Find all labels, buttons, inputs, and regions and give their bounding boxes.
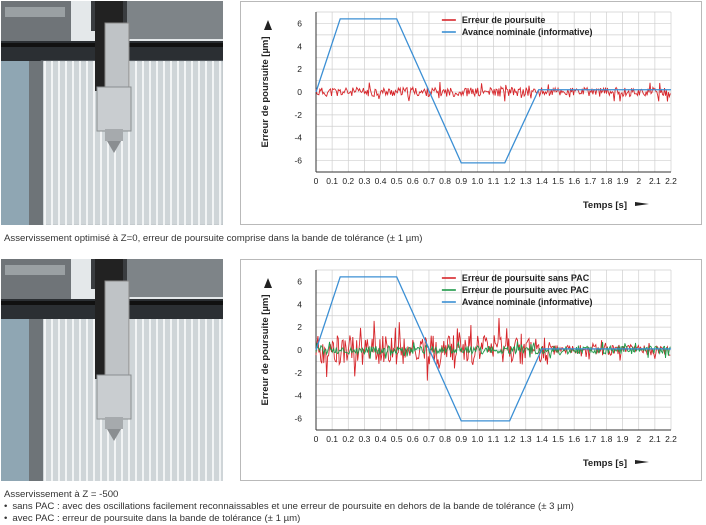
x-tick-label: 0 bbox=[314, 176, 319, 186]
series-line bbox=[315, 82, 671, 102]
x-tick-label: 0.3 bbox=[358, 434, 370, 444]
x-tick-label: 0.9 bbox=[455, 176, 467, 186]
x-tick-label: 1.6 bbox=[568, 176, 580, 186]
caption-top: Asservissement optimisé à Z=0, erreur de… bbox=[4, 233, 423, 244]
x-tick-label: 0.9 bbox=[455, 434, 467, 444]
x-tick-label: 1.5 bbox=[552, 434, 564, 444]
x-tick-label: 1.2 bbox=[504, 434, 516, 444]
legend-label: Erreur de poursuite sans PAC bbox=[462, 273, 590, 283]
caption-bottom: Asservissement à Z = -500 bbox=[4, 489, 119, 500]
y-tick-label: 4 bbox=[297, 41, 302, 51]
x-tick-label: 1.4 bbox=[536, 176, 548, 186]
series-line bbox=[315, 318, 671, 381]
chart-panel-bottom: 0 0.1 0.2 0.3 0.4 0.5 0.6 0.7 0.8 0.9 1.0 1.1 1.2 1.3… bbox=[240, 259, 702, 481]
y-tick-label: -2 bbox=[294, 110, 302, 120]
machine-illustration-bottom bbox=[1, 259, 223, 481]
x-tick-label: 1.3 bbox=[520, 434, 532, 444]
legend-label: Avance nominale (informative) bbox=[462, 27, 593, 37]
y-tick-label: 0 bbox=[297, 345, 302, 355]
series-line bbox=[315, 276, 671, 422]
y-axis-arrow-icon bbox=[264, 278, 272, 288]
x-tick-label: 1.7 bbox=[584, 176, 596, 186]
y-tick-label: 4 bbox=[297, 299, 302, 309]
x-tick-label: 2 bbox=[636, 176, 641, 186]
x-axis-arrow-icon bbox=[635, 202, 649, 206]
y-tick-label: -6 bbox=[294, 156, 302, 166]
machine-photo-top bbox=[1, 1, 223, 225]
machine-photo-bottom bbox=[1, 259, 223, 481]
x-tick-label: 0 bbox=[314, 434, 319, 444]
y-tick-label: -4 bbox=[294, 391, 302, 401]
x-tick-label: 2 bbox=[636, 434, 641, 444]
x-tick-label: 0.8 bbox=[439, 176, 451, 186]
caption-bullets: sans PAC : avec des oscillations facilem… bbox=[4, 501, 574, 524]
x-axis-label: Temps [s] bbox=[583, 200, 627, 211]
chart-top: 0 0.1 0.2 0.3 0.4 0.5 0.6 0.7 0.8 0.9 1.0 1.1 1.2 1.3… bbox=[260, 11, 677, 211]
x-tick-label: 1.2 bbox=[504, 176, 516, 186]
bullet-without-pac: sans PAC : avec des oscillations facilem… bbox=[4, 501, 574, 513]
x-tick-label: 0.6 bbox=[407, 176, 419, 186]
y-tick-label: 6 bbox=[297, 18, 302, 28]
x-tick-label: 1.0 bbox=[471, 176, 483, 186]
y-tick-label: -2 bbox=[294, 368, 302, 378]
x-tick-label: 2.1 bbox=[649, 434, 661, 444]
x-tick-label: 1.9 bbox=[617, 434, 629, 444]
x-tick-label: 0.1 bbox=[326, 434, 338, 444]
y-tick-label: 2 bbox=[297, 322, 302, 332]
bullet-with-pac: avec PAC : erreur de poursuite dans la b… bbox=[4, 513, 574, 525]
legend-label: Avance nominale (informative) bbox=[462, 297, 593, 307]
x-tick-label: 1.8 bbox=[601, 176, 613, 186]
y-axis-label: Erreur de poursuite [µm] bbox=[260, 36, 271, 147]
series-line bbox=[315, 340, 671, 359]
series-line bbox=[315, 18, 671, 164]
chart-panel-top: 0 0.1 0.2 0.3 0.4 0.5 0.6 0.7 0.8 0.9 1.0 1.1 1.2 1.3… bbox=[240, 1, 702, 225]
x-tick-label: 1.0 bbox=[471, 434, 483, 444]
x-axis-label: Temps [s] bbox=[583, 458, 627, 469]
x-tick-label: 2.2 bbox=[665, 434, 677, 444]
grid bbox=[315, 11, 672, 173]
x-tick-label: 0.1 bbox=[326, 176, 338, 186]
y-axis-arrow-icon bbox=[264, 20, 272, 30]
legend: Erreur de poursuite Avance nominale (info… bbox=[441, 15, 593, 37]
machine-illustration bbox=[1, 1, 223, 225]
x-tick-label: 1.4 bbox=[536, 434, 548, 444]
x-tick-label: 1.8 bbox=[601, 434, 613, 444]
x-tick-label: 1.9 bbox=[617, 176, 629, 186]
x-tick-label: 2.2 bbox=[665, 176, 677, 186]
x-tick-label: 0.7 bbox=[423, 176, 435, 186]
x-tick-label: 0.5 bbox=[391, 176, 403, 186]
x-tick-label: 0.3 bbox=[358, 176, 370, 186]
legend-label: Erreur de poursuite avec PAC bbox=[462, 285, 589, 295]
y-axis-label: Erreur de poursuite [µm] bbox=[260, 294, 271, 405]
legend-label: Erreur de poursuite bbox=[462, 15, 546, 25]
x-tick-label: 0.2 bbox=[342, 434, 354, 444]
x-tick-label: 1.5 bbox=[552, 176, 564, 186]
x-tick-label: 0.4 bbox=[375, 176, 387, 186]
y-tick-label: 2 bbox=[297, 64, 302, 74]
x-tick-label: 0.4 bbox=[375, 434, 387, 444]
x-tick-label: 1.1 bbox=[488, 176, 500, 186]
x-tick-label: 1.1 bbox=[488, 434, 500, 444]
x-tick-label: 0.2 bbox=[342, 176, 354, 186]
x-tick-label: 0.6 bbox=[407, 434, 419, 444]
x-tick-label: 2.1 bbox=[649, 176, 661, 186]
x-tick-label: 1.6 bbox=[568, 434, 580, 444]
x-tick-label: 1.7 bbox=[584, 434, 596, 444]
y-tick-label: -6 bbox=[294, 414, 302, 424]
legend: Erreur de poursuite sans PAC Erreur de po… bbox=[441, 273, 593, 307]
y-tick-label: 0 bbox=[297, 87, 302, 97]
y-tick-label: -4 bbox=[294, 133, 302, 143]
x-tick-label: 0.5 bbox=[391, 434, 403, 444]
x-axis-arrow-icon bbox=[635, 460, 649, 464]
x-tick-label: 0.7 bbox=[423, 434, 435, 444]
x-tick-label: 0.8 bbox=[439, 434, 451, 444]
y-tick-label: 6 bbox=[297, 276, 302, 286]
chart-bottom: 0 0.1 0.2 0.3 0.4 0.5 0.6 0.7 0.8 0.9 1.0 1.1 1.2 1.3… bbox=[260, 269, 677, 469]
x-tick-label: 1.3 bbox=[520, 176, 532, 186]
